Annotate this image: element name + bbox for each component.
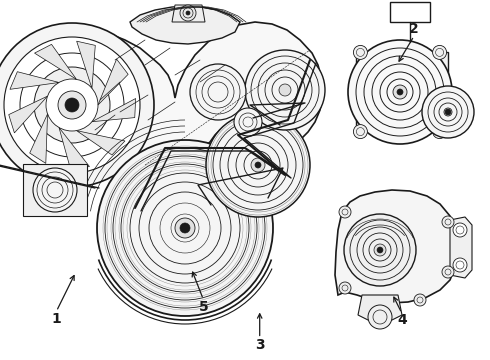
Circle shape <box>97 140 273 316</box>
Circle shape <box>374 244 386 256</box>
Polygon shape <box>76 41 95 88</box>
Circle shape <box>245 50 325 130</box>
Circle shape <box>453 258 467 272</box>
Text: 4: 4 <box>397 314 407 327</box>
Circle shape <box>190 64 246 120</box>
Circle shape <box>175 218 195 238</box>
Circle shape <box>33 168 77 212</box>
Circle shape <box>279 84 291 96</box>
Circle shape <box>251 158 265 172</box>
Circle shape <box>339 282 351 294</box>
Polygon shape <box>76 131 125 155</box>
Circle shape <box>34 67 110 143</box>
Circle shape <box>4 37 140 173</box>
Text: 5: 5 <box>198 300 208 314</box>
Text: 3: 3 <box>255 338 265 352</box>
Polygon shape <box>98 59 128 105</box>
Circle shape <box>453 223 467 237</box>
Circle shape <box>344 214 416 286</box>
Circle shape <box>206 113 310 217</box>
Polygon shape <box>92 99 136 122</box>
Circle shape <box>180 223 190 233</box>
Circle shape <box>20 53 124 157</box>
Circle shape <box>433 125 446 139</box>
Text: 1: 1 <box>51 312 61 325</box>
Circle shape <box>422 86 474 138</box>
Polygon shape <box>335 190 458 303</box>
Circle shape <box>377 247 383 253</box>
Circle shape <box>414 294 426 306</box>
Polygon shape <box>356 52 448 128</box>
Polygon shape <box>30 114 48 163</box>
Circle shape <box>180 5 196 21</box>
Polygon shape <box>59 127 90 169</box>
Circle shape <box>353 125 368 139</box>
Polygon shape <box>172 5 205 22</box>
Circle shape <box>442 266 454 278</box>
Polygon shape <box>14 22 323 162</box>
Polygon shape <box>130 6 240 44</box>
Polygon shape <box>23 164 87 216</box>
Circle shape <box>445 109 451 115</box>
Polygon shape <box>10 72 59 89</box>
Circle shape <box>65 98 79 112</box>
Circle shape <box>339 206 351 218</box>
Polygon shape <box>358 295 402 322</box>
Circle shape <box>393 85 407 99</box>
Circle shape <box>0 23 154 187</box>
Polygon shape <box>390 2 430 22</box>
Circle shape <box>433 45 446 59</box>
Circle shape <box>186 11 190 15</box>
Circle shape <box>234 108 262 136</box>
Polygon shape <box>34 44 76 80</box>
Circle shape <box>58 91 86 119</box>
Circle shape <box>348 40 452 144</box>
Circle shape <box>397 89 403 95</box>
Circle shape <box>255 162 261 168</box>
Circle shape <box>442 216 454 228</box>
Circle shape <box>353 45 368 59</box>
Circle shape <box>46 79 98 131</box>
Text: 2: 2 <box>409 22 419 36</box>
Circle shape <box>368 305 392 329</box>
Polygon shape <box>9 96 48 133</box>
Polygon shape <box>450 217 472 278</box>
